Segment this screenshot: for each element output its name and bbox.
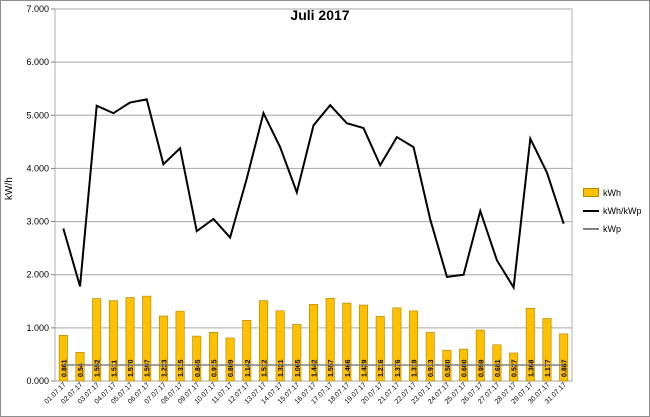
bar bbox=[475, 329, 485, 382]
bar bbox=[225, 337, 235, 382]
legend-swatch-kwh bbox=[583, 188, 599, 197]
bar bbox=[292, 324, 302, 382]
bar bbox=[542, 318, 552, 382]
bar bbox=[275, 310, 285, 382]
bar-value-label: 1.142 bbox=[245, 359, 252, 377]
bar-value-label: 0.913 bbox=[428, 359, 435, 377]
bar bbox=[192, 335, 202, 382]
bar-value-label: 0.845 bbox=[195, 359, 202, 377]
legend: kWh kWh/kWp kWp bbox=[583, 186, 642, 240]
bar-value-label: 1.368 bbox=[528, 359, 535, 377]
bar bbox=[509, 352, 519, 382]
bar bbox=[125, 297, 135, 382]
legend-label-kwh: kWh bbox=[603, 187, 621, 198]
bar bbox=[258, 300, 268, 382]
legend-swatch-kwh-per-kwp bbox=[583, 209, 599, 212]
bar-value-label: 1.466 bbox=[345, 359, 352, 377]
legend-item-kwh: kWh bbox=[583, 186, 642, 199]
bar-value-label: 0.809 bbox=[228, 359, 235, 377]
bar-value-label: 1.177 bbox=[545, 359, 552, 377]
y-tick-label: 6.000 bbox=[26, 57, 49, 67]
y-tick-label: 7.000 bbox=[26, 4, 49, 14]
bar-value-label: 1.376 bbox=[395, 359, 402, 377]
y-tick-label: 4.000 bbox=[26, 163, 49, 173]
bar bbox=[325, 297, 335, 382]
y-tick-label: 0.000 bbox=[26, 376, 49, 386]
bar bbox=[75, 352, 85, 382]
chart-title: Juli 2017 bbox=[290, 7, 350, 23]
bar bbox=[375, 316, 385, 382]
bar bbox=[92, 298, 102, 382]
bar bbox=[409, 310, 419, 382]
bar bbox=[559, 333, 569, 382]
bar-value-label: 1.315 bbox=[178, 359, 185, 377]
legend-item-kwp: kWp bbox=[583, 222, 642, 235]
bar bbox=[58, 334, 68, 382]
bar bbox=[175, 310, 185, 382]
bar bbox=[525, 308, 535, 382]
bar-value-label: 1.065 bbox=[295, 359, 302, 377]
bar-value-label: 0.887 bbox=[562, 359, 569, 377]
bar bbox=[242, 320, 252, 382]
bar bbox=[108, 300, 118, 382]
legend-label-kwp: kWp bbox=[603, 223, 621, 234]
bar-value-label: 0.959 bbox=[478, 359, 485, 377]
bar-value-label: 0.600 bbox=[462, 359, 469, 377]
bar-value-label: 1.429 bbox=[362, 359, 369, 377]
bar-value-label: 1.557 bbox=[328, 359, 335, 377]
bar-value-label: 1.512 bbox=[261, 359, 268, 377]
bar-value-label: 1.511 bbox=[111, 360, 118, 377]
series-line-kwh-per-kwp bbox=[62, 98, 565, 291]
bar bbox=[392, 307, 402, 382]
bar-value-label: 0.580 bbox=[445, 359, 452, 377]
bar-value-label: 0.54 bbox=[78, 363, 85, 377]
bar-value-label: 0.527 bbox=[512, 359, 519, 377]
legend-label-kwh-per-kwp: kWh/kWp bbox=[603, 205, 642, 216]
y-tick-label: 2.000 bbox=[26, 270, 49, 280]
bar-value-label: 1.321 bbox=[278, 359, 285, 377]
bar bbox=[492, 344, 502, 382]
bar-value-label: 1.597 bbox=[145, 359, 152, 377]
bar-value-label: 1.552 bbox=[95, 359, 102, 377]
bar-value-label: 1.319 bbox=[412, 359, 419, 377]
bar-value-label: 1.223 bbox=[161, 359, 168, 377]
legend-swatch-kwp bbox=[583, 227, 599, 230]
legend-item-kwh-per-kwp: kWh/kWp bbox=[583, 204, 642, 217]
y-tick-label: 3.000 bbox=[26, 217, 49, 227]
bar bbox=[342, 302, 352, 382]
bar-value-label: 1.570 bbox=[128, 359, 135, 377]
bar bbox=[208, 332, 218, 382]
y-tick-label: 1.000 bbox=[26, 323, 49, 333]
bar bbox=[158, 315, 168, 382]
bar-value-label: 0.915 bbox=[211, 359, 218, 377]
bar-value-label: 0.681 bbox=[495, 359, 502, 377]
bar bbox=[309, 304, 318, 382]
bar-value-label: 0.861 bbox=[61, 359, 68, 377]
bar-value-label: 1.216 bbox=[378, 359, 385, 377]
bar bbox=[359, 304, 369, 382]
y-tick-label: 5.000 bbox=[26, 110, 49, 120]
bar-value-label: 1.442 bbox=[312, 359, 319, 377]
bar bbox=[425, 332, 435, 382]
bar bbox=[142, 295, 152, 382]
